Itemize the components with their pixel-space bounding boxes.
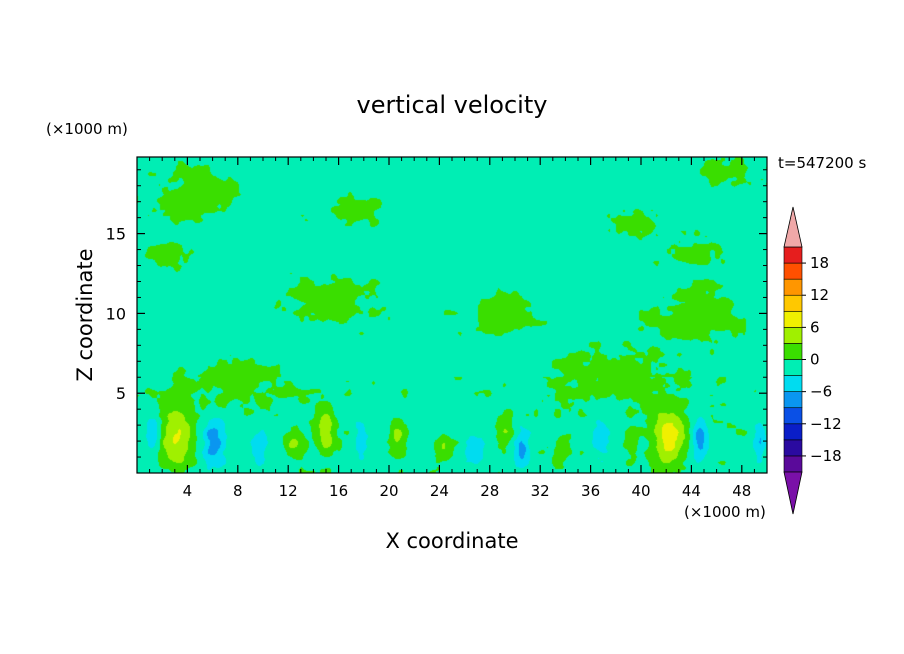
y-tick-label: 15 <box>106 225 126 244</box>
x-tick-label: 44 <box>682 482 701 500</box>
colorbar-segment <box>783 278 803 296</box>
colorbar-segment <box>783 294 803 312</box>
chart-title: vertical velocity <box>357 91 548 119</box>
x-unit-label: (×1000 m) <box>684 503 766 521</box>
colorbar-tick-label: 0 <box>810 351 820 369</box>
colorbar-segment <box>783 391 803 409</box>
x-tick-label: 20 <box>379 482 398 500</box>
colorbar-segment <box>783 407 803 425</box>
colorbar-tick-label: −6 <box>810 383 832 401</box>
colorbar-segment <box>783 359 803 376</box>
colorbar-segment <box>783 375 803 392</box>
x-tick-label: 24 <box>430 482 449 500</box>
x-tick-label: 28 <box>480 482 499 500</box>
x-tick-label: 4 <box>183 482 193 500</box>
x-tick-label: 36 <box>581 482 600 500</box>
colorbar-over-arrow <box>783 206 803 248</box>
y-tick-label: 10 <box>106 304 126 323</box>
colorbar-segment <box>783 343 803 360</box>
x-axis: 4 8 12 16 20 24 28 32 36 40 44 48 <box>149 157 755 500</box>
x-tick-label: 40 <box>631 482 650 500</box>
colorbar-segment <box>783 439 803 457</box>
colorbar-segment <box>783 327 803 344</box>
x-tick-label: 48 <box>732 482 751 500</box>
colorbar-segment <box>783 310 803 328</box>
y-axis-label: Z coordinate <box>73 248 97 381</box>
colorbar-tick-label: 18 <box>810 254 829 272</box>
colorbar-under-arrow <box>783 471 803 515</box>
y-axis: 5 10 15 <box>106 169 767 458</box>
velocity-field <box>137 157 767 473</box>
x-axis-label: X coordinate <box>385 529 518 553</box>
colorbar-tick-label: −12 <box>810 415 842 433</box>
y-unit-label: (×1000 m) <box>46 120 128 138</box>
x-tick-label: 12 <box>279 482 298 500</box>
colorbar: 18 12 6 0 −6 −12 −18 <box>783 206 842 515</box>
colorbar-segment <box>783 246 803 264</box>
y-tick-label: 5 <box>116 384 126 403</box>
colorbar-segment <box>783 262 803 280</box>
colorbar-tick-label: −18 <box>810 447 842 465</box>
time-label: t=547200 s <box>778 154 866 172</box>
colorbar-segment <box>783 455 803 473</box>
x-tick-label: 16 <box>329 482 348 500</box>
plot-area <box>136 156 768 474</box>
colorbar-tick-label: 6 <box>810 318 820 336</box>
colorbar-tick-label: 12 <box>810 286 829 304</box>
colorbar-segment <box>783 423 803 441</box>
x-tick-label: 8 <box>233 482 243 500</box>
x-tick-label: 32 <box>531 482 550 500</box>
